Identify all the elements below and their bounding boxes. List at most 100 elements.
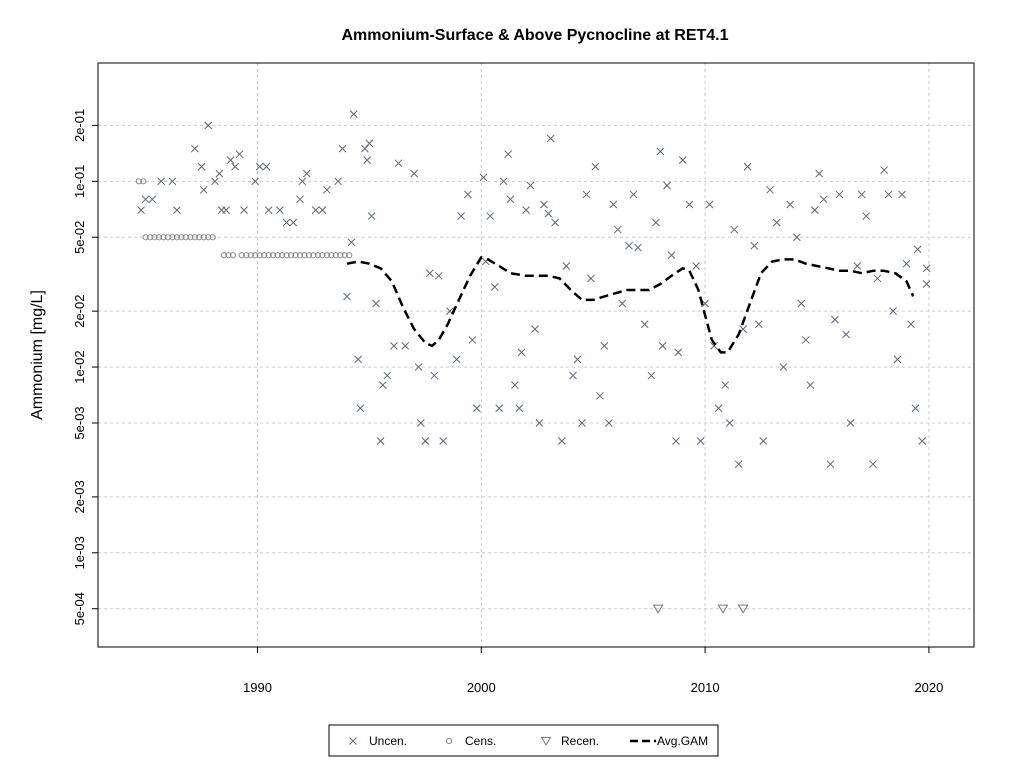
legend-label: Avg.GAM [657, 734, 708, 748]
uncensored-point [587, 274, 595, 283]
cross-stroke [251, 177, 260, 186]
uncensored-point [797, 299, 806, 308]
uncensored-point [786, 200, 794, 209]
cross-stroke [551, 218, 559, 227]
cross-stroke [323, 185, 331, 194]
censored-point [252, 252, 259, 259]
y-tick-label: 1e-03 [72, 536, 87, 569]
uncensored-point [672, 437, 680, 445]
cross-stroke [318, 206, 327, 214]
uncensored-point [705, 200, 714, 209]
cross-stroke [907, 320, 915, 329]
uncensored-point [562, 262, 571, 270]
uncensored-point [148, 195, 157, 204]
cross-stroke [439, 437, 448, 445]
cross-stroke [264, 206, 273, 214]
uncensored-point [898, 190, 906, 199]
uncensored-point [618, 299, 627, 308]
cross-stroke [672, 437, 680, 445]
uncensored-point [540, 200, 548, 209]
uncensored-point [873, 274, 882, 283]
cross-stroke [678, 156, 687, 165]
uncensored-point [434, 271, 443, 280]
uncensored-point [613, 225, 622, 234]
uncensored-point [793, 233, 801, 242]
cross-stroke [452, 355, 461, 364]
y-axis: 5e-04 1e-03 2e-03 5e-03 1e-02 2e-02 5e-02 1e-01… [72, 109, 98, 625]
uncensored-point [457, 212, 465, 220]
uncensored-point [499, 177, 508, 186]
cross-stroke [759, 437, 768, 445]
uncensored-point [609, 200, 618, 209]
cross-stroke [873, 274, 882, 283]
cross-stroke [714, 404, 723, 413]
uncensored-point [815, 169, 824, 178]
cross-stroke [378, 381, 387, 389]
uncensored-point [869, 460, 877, 469]
y-tick-label: 2e-03 [72, 480, 87, 513]
censored-point [173, 234, 181, 241]
cross-stroke [853, 262, 862, 270]
uncensored-point [853, 262, 862, 270]
uncensored-point [884, 190, 893, 199]
cross-stroke [349, 737, 357, 745]
cross-stroke [464, 190, 472, 199]
uncensored-point [842, 330, 850, 339]
censored-point [270, 252, 277, 259]
uncensored-point [302, 169, 311, 178]
cross-stroke [911, 404, 920, 413]
uncensored-point [222, 206, 230, 214]
cross-stroke [831, 315, 839, 324]
cross-stroke [734, 460, 743, 469]
uncensored-point [226, 156, 235, 165]
censored-point [296, 252, 304, 259]
uncensored-point [231, 162, 239, 171]
cross-stroke [363, 156, 371, 165]
uncensored-point [211, 177, 219, 186]
cross-stroke [361, 144, 369, 153]
censored-point [140, 178, 147, 185]
y-tick-label: 2e-02 [72, 295, 87, 328]
cross-stroke [231, 162, 239, 171]
cross-stroke [562, 262, 571, 270]
uncensored-point [157, 177, 166, 186]
uncensored-point [255, 162, 264, 171]
cross-stroke [365, 139, 374, 148]
uncensored-point [526, 181, 535, 190]
cross-stroke [889, 307, 897, 316]
cross-stroke [211, 177, 219, 186]
cross-stroke [898, 190, 906, 199]
y-tick-label: 1e-01 [72, 165, 87, 198]
uncensored-point [880, 166, 888, 174]
censored-point [243, 252, 250, 259]
censored-point [205, 234, 212, 241]
uncensored-point [251, 177, 260, 186]
cross-stroke [750, 241, 759, 250]
uncensored-point [913, 245, 922, 254]
uncensored-point [629, 190, 638, 199]
uncensored-point [730, 225, 739, 234]
censored-point [341, 252, 348, 259]
data-marks [135, 110, 931, 614]
cross-stroke [235, 150, 244, 159]
cross-stroke [922, 280, 931, 288]
uncensored-point [378, 381, 387, 389]
x-axis: 1990 2000 2010 2020 [243, 647, 943, 695]
uncensored-point [264, 206, 273, 214]
cross-stroke [479, 173, 488, 182]
uncensored-point [922, 280, 931, 288]
uncensored-point [452, 355, 461, 364]
cross-stroke [596, 391, 604, 400]
y-tick-label: 1e-02 [72, 350, 87, 383]
cross-stroke [806, 381, 815, 389]
uncensored-point [558, 437, 566, 445]
cross-stroke [222, 206, 230, 214]
cross-stroke [625, 241, 633, 250]
cross-stroke [893, 355, 902, 364]
cross-stroke [815, 169, 824, 178]
censored-point [196, 234, 203, 241]
cross-stroke [819, 195, 828, 204]
plot-frame [97, 62, 975, 648]
cross-stroke [842, 330, 850, 339]
cross-stroke [499, 177, 508, 186]
